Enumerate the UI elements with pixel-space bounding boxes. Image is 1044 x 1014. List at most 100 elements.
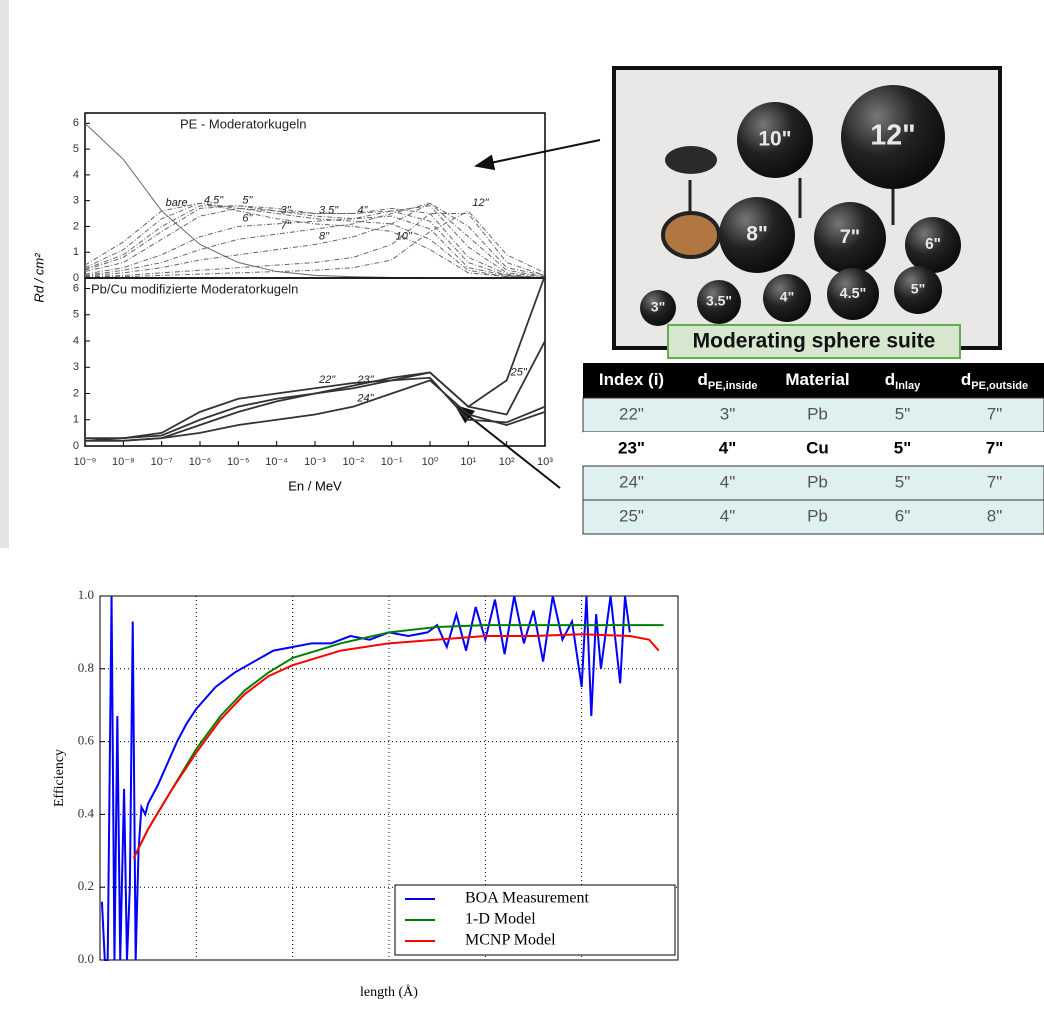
y-tick-label: 4 [73,335,79,347]
y-tick-label: 0 [73,272,79,284]
series-line [100,595,631,961]
y-tick-label: 5 [73,143,79,155]
x-tick-label: 10⁻⁴ [265,456,288,468]
table-cell: 5" [895,472,911,491]
table-row [582,499,1044,535]
header-text: Material [785,370,849,389]
series-line [84,202,546,278]
sphere [697,280,741,324]
curve-label: bare [166,197,188,209]
caption-box [667,324,961,359]
series-line [84,210,546,278]
curve-label: 3.5" [319,205,339,217]
table-cell: 22" [619,404,644,423]
x-tick-label: 10¹ [460,456,476,468]
series-line [85,376,546,440]
y-tick-label: 4 [73,169,79,181]
x-tick-label: 10⁻¹ [381,456,403,468]
y-axis-label: Efficiency [52,749,67,807]
table-cell: Cu [806,438,829,457]
arrow [474,139,601,171]
legend-label: BOA Measurement [465,890,590,907]
x-tick-label: 10⁻² [342,456,364,468]
series-line [84,202,546,277]
plot-frame [84,112,546,279]
panel-title: PE - Moderatorkugeln [180,116,306,131]
x-tick-label: 10³ [537,456,553,468]
curve-label: 8" [319,230,330,242]
x-tick-label: 10⁻⁵ [227,456,250,468]
curve-label: 22" [318,374,336,386]
series-line [132,624,664,859]
sphere [719,197,795,273]
header-sub: Inlay [895,380,921,392]
table-header: dPE,outside [961,370,1028,391]
header-text: d [961,370,971,389]
table-header: Index (i) [599,370,664,389]
sphere [737,102,813,178]
table-cell: 7" [986,438,1004,457]
sphere-label: 10" [758,128,791,151]
x-axis-label: length (Å) [360,984,418,1000]
series-line [84,340,546,442]
curve-label: 3" [281,205,292,217]
sphere-label: 5" [911,281,925,297]
table-cell: Pb [807,472,828,491]
x-tick-label: 10² [499,456,515,468]
y-tick-label: 6 [73,282,79,294]
table-cell: 25" [619,506,644,525]
table-cell: 5" [894,438,912,457]
y-tick-label: 1 [73,246,79,258]
sphere-label: 3.5" [706,293,732,309]
sphere-label: 6" [925,236,941,253]
sphere-label: 12" [870,120,915,152]
y-axis-label: Rd / cm² [31,253,46,303]
series-line [84,213,546,278]
table-cell: Pb [807,506,828,525]
y-tick-label: 3 [73,361,79,373]
table-header: Material [785,370,849,389]
table-row [582,397,1044,433]
curve-label: 25" [510,366,528,378]
curve-label: 10" [396,230,413,242]
sphere-label: 7" [840,226,860,248]
y-tick-label: 2 [73,220,79,232]
cup [661,211,721,259]
y-tick-label: 0.4 [78,805,95,820]
sphere-label: 4" [780,289,794,305]
curve-label: 5" [242,194,253,206]
table-header: dInlay [885,370,921,391]
sphere [841,85,945,189]
curve-label: 4.5" [204,194,224,206]
table-cell: 4" [719,438,737,457]
curve-label: 24" [356,393,374,405]
table-cell: 23" [618,438,645,457]
table-cell: 8" [987,506,1003,525]
table-cell: 3" [720,404,736,423]
curve-label: 12" [472,197,489,209]
curve-label: 7" [281,220,292,232]
x-tick-label: 10⁻⁸ [112,456,135,468]
chart: 0 1 2 3 4 5 6 10⁻⁹ 10⁻⁸ 10⁻⁷ 10⁻⁶ 10⁻⁵ 10⁻⁴ 10⁻³ 10⁻² 1… [73,275,553,493]
series-line [85,379,546,442]
legend-box [394,884,676,956]
x-tick-label: 10⁻⁶ [189,456,212,468]
series-line [85,275,546,442]
series-line [84,202,546,279]
series-line [84,207,546,279]
header-text: d [698,370,708,389]
y-tick-label: 2 [73,387,79,399]
series-line [84,205,546,278]
y-tick-label: 0 [73,440,79,452]
y-tick-label: 0.6 [78,733,95,748]
y-tick-label: 1.0 [78,587,94,602]
chart: 0.0 0.2 0.4 0.6 0.8 1.0 Efficiency length (Å) BO… [52,587,679,1000]
header-sub: PE,inside [708,380,758,392]
sphere [814,202,886,274]
table-row [582,465,1044,501]
table-cell: Pb [807,404,828,423]
table-cell: 24" [619,472,644,491]
table-header: dPE,inside [698,370,758,391]
curve-label: 6" [242,212,253,224]
